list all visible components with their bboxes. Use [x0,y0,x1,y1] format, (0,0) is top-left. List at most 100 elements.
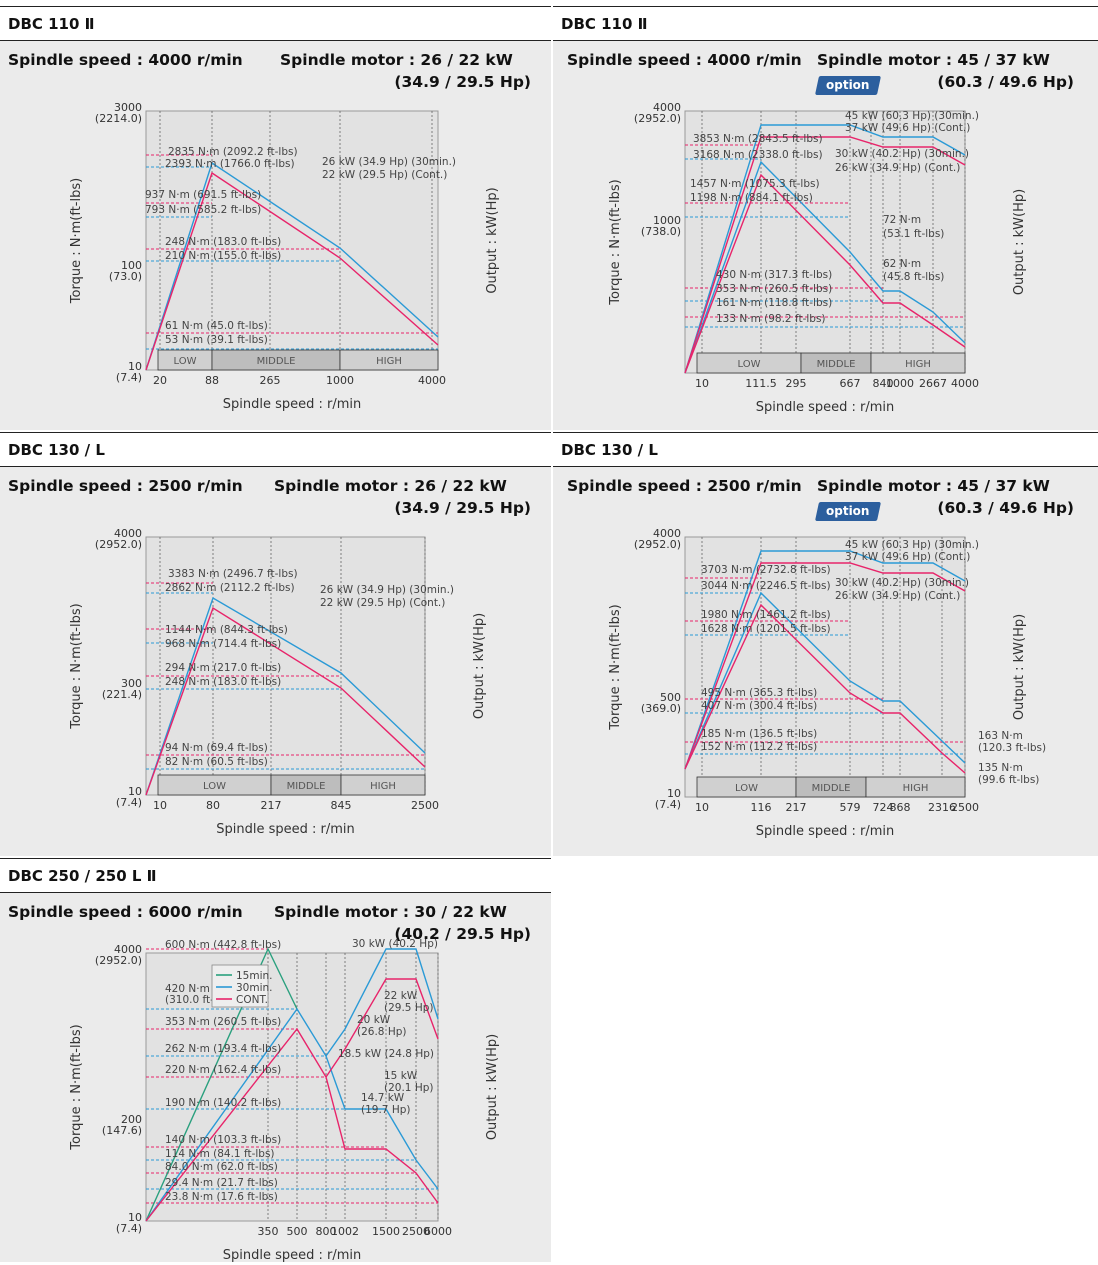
y2-axis-label: Output : kW(Hp) [485,1034,500,1140]
data-label: (26.8 Hp) [357,1026,406,1038]
horsepower-spec: (40.2 / 29.5 Hp) [394,925,531,943]
spindle-motor-spec: Spindle motor : 26 / 22 kW [274,477,507,495]
torque-chart: LOW MIDDLE HIGH 3703 N·m (2732.8 ft-lbs) 304… [608,527,1046,839]
series-line [684,160,966,374]
data-label: 22 kW (29.5 Hp) (Cont.) [322,169,447,181]
data-label: 30 kW (40.2 Hp) [352,938,438,950]
data-label: (45.8 ft-lbs) [883,271,944,283]
data-label: 133 N·m (98.2 ft-lbs) [716,313,826,325]
torque-chart: LOW MIDDLE HIGH 2835 N·m (2092.2 ft-lbs)239… [69,101,500,412]
data-label: 3703 N·m (2732.8 ft-lbs) [701,564,831,576]
data-label: 20 kW [357,1014,391,1026]
data-label: 210 N·m (155.0 ft-lbs) [165,250,281,262]
y-axis-label: Torque : N·m(ft-lbs) [69,1024,84,1150]
data-label: 84.0 N·m (62.0 ft-lbs) [165,1161,278,1173]
y-tick-label: (7.4) [116,1222,142,1235]
chart-panel: DBC 130 / L Spindle speed : 2500 r/min S… [553,432,1098,856]
y-tick-label: 200 [121,1113,142,1126]
x-tick-label: 579 [840,801,861,814]
legend-label: 30min. [236,982,273,994]
data-label: 1980 N·m (1461.2 ft-lbs) [701,609,831,621]
y-tick-label: 300 [121,677,142,690]
spindle-motor-spec: Spindle motor : 45 / 37 kW [817,477,1050,495]
band-label: MIDDLE [817,359,856,370]
x-tick-label: 1000 [886,377,914,390]
y-tick-label: (7.4) [116,796,142,809]
panel-title: DBC 130 / L [553,433,1098,467]
data-label: 152 N·m (112.2 ft-lbs) [701,741,817,753]
chart-panel: DBC 130 / L Spindle speed : 2500 r/min S… [0,432,551,856]
plot-area [145,110,439,371]
x-tick-label: 217 [786,801,807,814]
data-label: 407 N·m (300.4 ft-lbs) [701,700,817,712]
data-label: 294 N·m (217.0 ft-lbs) [165,662,281,674]
x-axis-label: Spindle speed : r/min [756,824,895,839]
series-line [145,1027,439,1222]
y-tick-label: (738.0) [641,225,681,238]
y2-axis-label: Output : kW(Hp) [472,613,487,719]
x-tick-label: 667 [840,377,861,390]
data-label: 163 N·m [978,730,1023,742]
data-label: 3044 N·m (2246.5 ft-lbs) [701,580,831,592]
x-tick-label: 1500 [372,1225,400,1238]
x-tick-label: 217 [261,799,282,812]
y-axis-label: Torque : N·m(ft-lbs) [608,604,623,730]
data-label: 430 N·m (317.3 ft-lbs) [716,269,832,281]
y2-axis-label: Output : kW(Hp) [1012,189,1027,295]
y-tick-label: (2952.0) [634,112,681,125]
series-line [684,591,966,770]
spindle-speed-spec: Spindle speed : 2500 r/min [8,477,243,495]
x-tick-label: 2500 [411,799,439,812]
x-tick-label: 1002 [331,1225,359,1238]
y2-axis-label: Output : kW(Hp) [1012,614,1027,720]
data-label: 26 kW (34.9 Hp) (30min.) [320,584,454,596]
data-label: (20.1 Hp) [384,1082,433,1094]
data-label: 18.5 kW (24.8 Hp) [338,1048,434,1060]
data-label: 220 N·m (162.4 ft-lbs) [165,1064,281,1076]
panel-title: DBC 110 Ⅱ [553,7,1098,41]
x-tick-label: 295 [786,377,807,390]
data-label: 14.7 kW [361,1092,405,1104]
series-line [145,596,426,796]
y-tick-label: (73.0) [109,270,142,283]
data-label: 420 N·m [165,983,210,995]
x-tick-label: 868 [890,801,911,814]
y-axis-label: Torque : N·m(ft-lbs) [69,603,84,729]
band-label: HIGH [370,781,396,792]
data-label: (19.7 Hp) [361,1104,410,1116]
series-line [145,1007,439,1222]
data-label: 23.8 N·m (17.6 ft-lbs) [165,1191,278,1203]
x-tick-label: 2667 [919,377,947,390]
data-label: 140 N·m (103.3 ft-lbs) [165,1134,281,1146]
x-tick-label: 20 [153,374,167,387]
x-tick-label: 845 [331,799,352,812]
data-label: 793 N·m (585.2 ft-lbs) [145,204,261,216]
y-tick-label: 3000 [114,101,142,114]
x-tick-label: 840 [873,377,894,390]
data-label: (53.1 ft-lbs) [883,228,944,240]
x-tick-label: 350 [258,1225,279,1238]
x-tick-label: 111.5 [745,377,777,390]
y-axis-label: Torque : N·m(ft-lbs) [608,179,623,305]
data-label: 26 kW (34.9 Hp) (Cont.) [835,590,960,602]
data-label: 2835 N·m (2092.2 ft-lbs) [168,146,298,158]
data-label: 37 kW (49.6 Hp) (Cont.) [845,551,970,563]
band-label: MIDDLE [812,783,851,794]
y-tick-label: (2952.0) [95,954,142,967]
y-tick-label: (369.0) [641,702,681,715]
y2-axis-label: Output : kW(Hp) [485,187,500,293]
data-label: 82 N·m (60.5 ft-lbs) [165,756,268,768]
band-label: LOW [174,356,197,367]
data-label: 1457 N·m (1075.3 ft-lbs) [690,178,820,190]
spindle-speed-spec: Spindle speed : 2500 r/min [567,477,802,495]
x-tick-label: 10 [695,801,709,814]
x-tick-label: 2500 [951,801,979,814]
data-label: 3383 N·m (2496.7 ft-lbs) [168,568,298,580]
y-tick-label: 100 [121,259,142,272]
data-label: 3168 N·m (2338.0 ft-lbs) [693,149,823,161]
y-tick-label: 1000 [653,214,681,227]
data-label: 248 N·m (183.0 ft-lbs) [165,676,281,688]
spindle-speed-spec: Spindle speed : 4000 r/min [567,51,802,69]
y-tick-label: (221.4) [102,688,142,701]
x-tick-label: 4000 [418,374,446,387]
